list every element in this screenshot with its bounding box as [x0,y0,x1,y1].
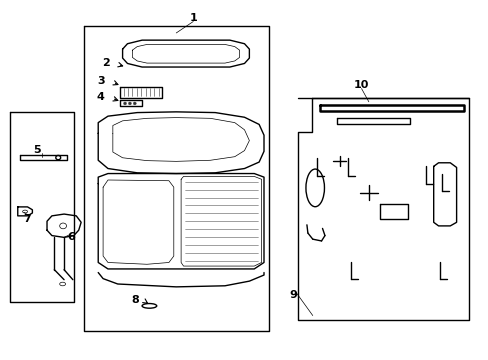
Text: 6: 6 [67,232,75,242]
Text: 7: 7 [23,215,31,224]
Text: 9: 9 [289,290,297,300]
Text: 10: 10 [353,80,368,90]
Text: 4: 4 [97,92,104,102]
Ellipse shape [128,102,131,105]
Text: 3: 3 [97,76,104,86]
Text: 8: 8 [131,295,139,305]
Text: 1: 1 [189,13,197,23]
Ellipse shape [133,102,136,105]
Text: 5: 5 [33,144,41,154]
Text: 2: 2 [102,58,109,68]
Ellipse shape [123,102,126,105]
